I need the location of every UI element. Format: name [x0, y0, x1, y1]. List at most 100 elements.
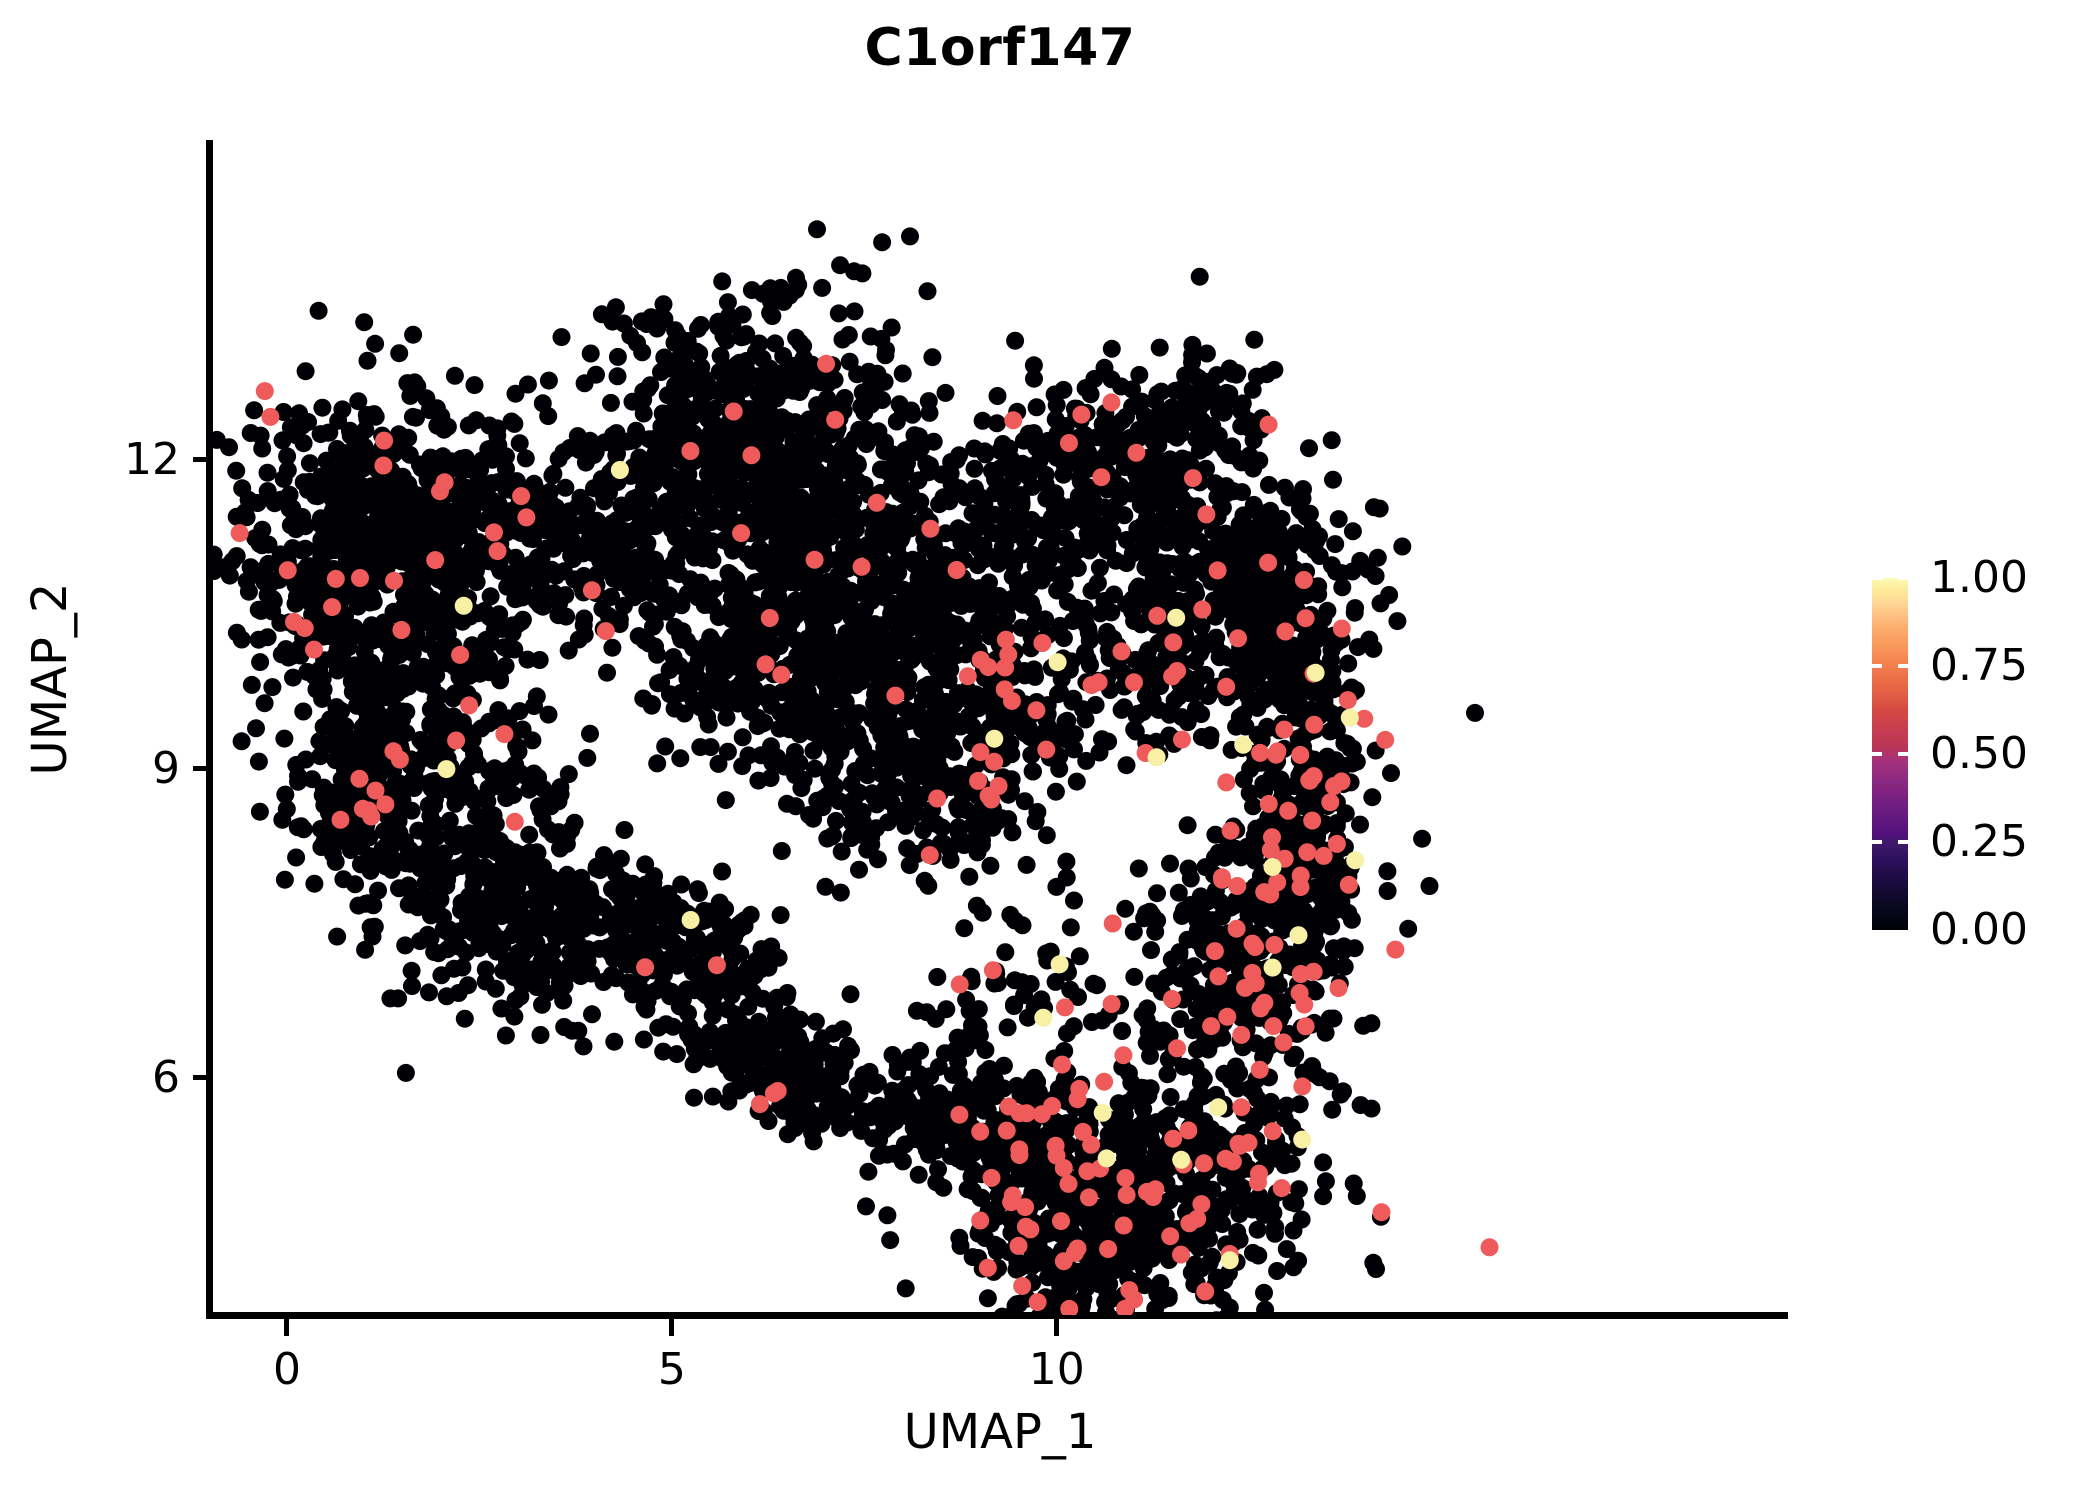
- scatter-point: [242, 675, 261, 694]
- scatter-point: [913, 691, 932, 710]
- scatter-point: [831, 1062, 850, 1081]
- scatter-point: [927, 659, 946, 678]
- scatter-point: [505, 414, 524, 433]
- scatter-point: [294, 702, 313, 721]
- scatter-point: [703, 1087, 722, 1106]
- scatter-point: [786, 743, 804, 761]
- scatter-point: [392, 432, 411, 450]
- scatter-point: [1171, 425, 1190, 444]
- scatter-point: [227, 461, 246, 480]
- scatter-point: [1166, 381, 1185, 400]
- scatter-point: [556, 586, 575, 605]
- scatter-point: [236, 503, 255, 522]
- scatter-point: [940, 492, 959, 511]
- scatter-point: [450, 937, 468, 956]
- scatter-point: [523, 731, 542, 750]
- scatter-point: [227, 547, 246, 566]
- scatter-point: [615, 821, 634, 839]
- scatter-point: [894, 580, 913, 599]
- scatter-point: [621, 326, 640, 345]
- scatter-point: [688, 880, 707, 899]
- scatter-point: [815, 1043, 834, 1062]
- x-axis-spine: [206, 1312, 1788, 1319]
- scatter-point: [533, 394, 552, 413]
- scatter-point: [355, 313, 374, 332]
- scatter-point: [767, 427, 785, 446]
- scatter-point: [1134, 703, 1152, 722]
- scatter-point: [671, 749, 690, 768]
- scatter-point: [975, 578, 994, 597]
- scatter-point: [470, 892, 488, 911]
- scatter-point: [433, 611, 452, 630]
- scatter-point: [772, 842, 791, 860]
- scatter-point: [408, 658, 427, 677]
- scatter-point: [278, 447, 297, 466]
- scatter-point: [489, 495, 508, 514]
- scatter-point: [713, 862, 732, 881]
- scatter-point: [390, 545, 409, 564]
- scatter-point: [925, 725, 944, 744]
- scatter-point: [808, 220, 826, 239]
- scatter-point: [633, 343, 652, 362]
- scatter-point: [831, 742, 850, 761]
- scatter-point: [793, 714, 812, 733]
- scatter-point: [551, 839, 569, 858]
- scatter-point: [556, 478, 575, 497]
- scatter-point: [1012, 489, 1031, 508]
- scatter-point: [817, 502, 836, 520]
- scatter-point: [516, 767, 535, 786]
- scatter-point: [634, 1030, 653, 1049]
- scatter-point: [1058, 728, 1077, 747]
- scatter-point: [1022, 432, 1041, 451]
- scatter-point: [393, 702, 412, 721]
- scatter-point: [819, 524, 838, 543]
- scatter-point: [648, 754, 667, 773]
- scatter-point: [563, 1021, 581, 1040]
- scatter-point: [852, 426, 871, 445]
- scatter-point: [405, 779, 424, 797]
- scatter-point: [1112, 377, 1131, 396]
- scatter-point: [841, 635, 860, 654]
- scatter-point: [830, 792, 848, 810]
- scatter-point: [460, 841, 479, 859]
- scatter-point: [739, 411, 758, 430]
- scatter-point: [816, 877, 835, 896]
- scatter-point: [1026, 667, 1044, 686]
- scatter-point: [991, 459, 1010, 478]
- scatter-point: [301, 588, 320, 607]
- scatter-point: [823, 774, 842, 793]
- scatter-point: [1197, 459, 1216, 478]
- scatter-point: [581, 344, 600, 363]
- scatter-point: [1265, 523, 1284, 541]
- scatter-point: [506, 548, 525, 567]
- scatter-point: [1131, 425, 1150, 444]
- scatter-point: [361, 695, 380, 714]
- scatter-point: [964, 527, 983, 545]
- scatter-point: [601, 393, 620, 412]
- scatter-point: [729, 437, 748, 456]
- scatter-point: [449, 712, 468, 731]
- scatter-point: [258, 463, 277, 482]
- scatter-point: [305, 874, 324, 893]
- scatter-point: [852, 397, 871, 416]
- scatter-point: [899, 712, 918, 731]
- scatter-point: [328, 927, 347, 946]
- scatter-point: [390, 879, 408, 898]
- scatter-point: [767, 1032, 786, 1051]
- scatter-point: [1363, 788, 1382, 807]
- scatter-point: [263, 678, 282, 697]
- scatter-point: [1393, 537, 1412, 556]
- scatter-point: [610, 610, 629, 629]
- scatter-point: [748, 636, 767, 654]
- scatter-point: [280, 485, 299, 504]
- scatter-point: [834, 1020, 852, 1039]
- scatter-point: [652, 363, 670, 381]
- scatter-point: [357, 406, 376, 424]
- scatter-point: [630, 448, 649, 467]
- scatter-point: [965, 439, 984, 458]
- scatter-point: [1088, 574, 1107, 593]
- scatter-point: [575, 374, 594, 393]
- scatter-point: [741, 1052, 760, 1071]
- scatter-point: [1324, 470, 1342, 489]
